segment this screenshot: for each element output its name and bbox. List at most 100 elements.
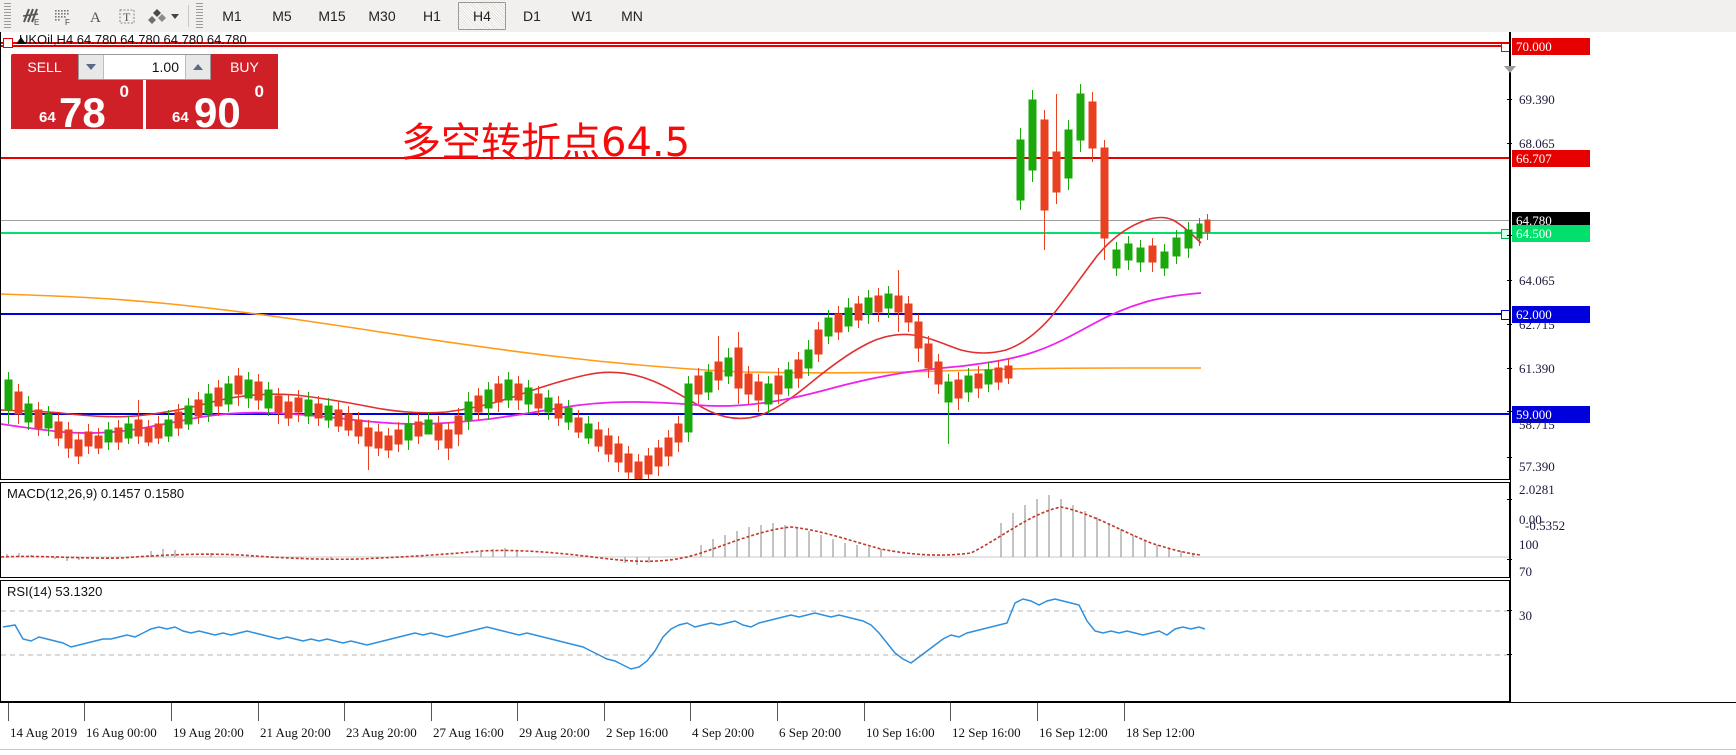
date-label-10: 10 Sep 16:00	[866, 725, 935, 740]
price-badge-70000[interactable]: 70.000	[1512, 38, 1590, 55]
price-label-64065: 64.065	[1519, 273, 1555, 288]
volume-increase-button[interactable]	[185, 55, 210, 79]
svg-text:A: A	[90, 10, 101, 26]
volume-input[interactable]: 1.00	[151, 59, 179, 75]
symbol-arrow-icon	[16, 37, 26, 44]
sell-button[interactable]: SELL	[11, 54, 78, 80]
level-line-62000[interactable]	[1, 310, 1509, 320]
date-label-4: 23 Aug 20:00	[346, 725, 417, 740]
one-click-trade-panel[interactable]: SELL 1.00 BUY 64 78 0 64 90 0	[11, 54, 278, 134]
timeframe-mn[interactable]: MN	[621, 8, 643, 24]
rsi-label: RSI(14) 53.1320	[7, 584, 103, 599]
buy-price-main: 90	[194, 89, 241, 136]
volume-stepper[interactable]: 1.00	[78, 54, 211, 80]
level-line-59000[interactable]	[1, 413, 1509, 415]
macd-histogram	[6, 495, 1194, 565]
text-icon[interactable]: A	[79, 2, 111, 30]
axis-tick	[1507, 559, 1512, 560]
axis-tick	[1507, 654, 1512, 655]
rsi-pane[interactable]: RSI(14) 53.1320	[0, 580, 1510, 702]
date-label-9: 6 Sep 20:00	[779, 725, 842, 740]
level-handle-62000[interactable]	[1501, 310, 1509, 320]
chevron-up-icon	[193, 64, 203, 70]
date-label-0: 14 Aug 2019	[10, 725, 78, 740]
sell-price-box[interactable]: 64 78 0	[11, 80, 143, 134]
level-handle-64500[interactable]	[1501, 229, 1509, 239]
timeframe-m5[interactable]: M5	[272, 8, 292, 24]
rsi-axis-label-100: 100	[1519, 537, 1539, 552]
date-label-11: 12 Sep 16:00	[952, 725, 1021, 740]
axis-bottom-divider	[0, 749, 1736, 750]
timeframe-m1[interactable]: M1	[222, 8, 242, 24]
level-line-66707[interactable]	[1, 157, 1509, 159]
axis-tick	[1507, 411, 1512, 412]
sell-price-prefix: 64	[39, 109, 56, 126]
date-tick	[8, 703, 9, 721]
price-axis[interactable]: 70.000 69.390 68.065 66.707 65.390 64.78…	[1507, 32, 1736, 754]
axis-tick	[1507, 235, 1512, 236]
sell-price-main: 78	[59, 89, 106, 136]
timeframe-d1[interactable]: D1	[523, 8, 541, 24]
level-line-64500[interactable]	[1, 229, 1509, 239]
price-label-61390: 61.390	[1519, 361, 1555, 376]
buy-price-box[interactable]: 64 90 0	[146, 80, 278, 134]
level-anchor-icon[interactable]	[3, 38, 13, 48]
date-label-2: 19 Aug 20:00	[173, 725, 244, 740]
objects-dropdown-caret-icon[interactable]	[171, 13, 179, 19]
timeframe-h1[interactable]: H1	[423, 8, 441, 24]
price-badge-66707[interactable]: 66.707	[1512, 150, 1590, 167]
indicators-icon[interactable]: E	[15, 2, 47, 30]
ma-magenta-line	[1, 292, 1202, 434]
timeframe-w1[interactable]: W1	[571, 8, 593, 24]
text-label-icon[interactable]: T	[111, 2, 143, 30]
timeframe-m15[interactable]: M15	[318, 8, 346, 24]
date-tick	[344, 703, 345, 721]
macd-pane[interactable]: MACD(12,26,9) 0.1457 0.1580	[0, 482, 1510, 578]
macd-series	[1, 495, 1509, 565]
chart-area[interactable]: UKOil,H4 64.780 64.780 64.780 64.780 SEL…	[0, 32, 1736, 755]
toolbar-gripper[interactable]	[4, 3, 11, 29]
trade-controls-row: SELL 1.00 BUY	[11, 54, 278, 80]
date-tick	[431, 703, 432, 721]
objects-icon[interactable]	[143, 2, 175, 30]
header-red-line	[1, 42, 1509, 44]
axis-tick	[1507, 324, 1512, 325]
timeframe-m30[interactable]: M30	[368, 8, 396, 24]
chart-annotation-text[interactable]: 多空转折点64.5	[401, 120, 691, 166]
date-tick	[84, 703, 85, 721]
candlestick-series	[1, 84, 1211, 479]
date-label-13: 18 Sep 12:00	[1126, 725, 1195, 740]
date-tick	[864, 703, 865, 721]
symbol-header: UKOil,H4 64.780 64.780 64.780 64.780	[1, 32, 1509, 49]
grid-icon[interactable]: F	[47, 2, 79, 30]
timeframe-h4[interactable]: H4	[458, 2, 506, 30]
price-badge-64500[interactable]: 64.500	[1512, 225, 1590, 242]
toolbar-divider	[188, 5, 189, 27]
axis-tick	[1507, 280, 1512, 281]
rsi-axis-label-70: 70	[1519, 564, 1532, 579]
date-axis[interactable]: 14 Aug 2019 16 Aug 00:00 19 Aug 20:00 21…	[0, 702, 1736, 755]
trade-price-row: 64 78 0 64 90 0	[11, 80, 278, 134]
price-chart-pane[interactable]: UKOil,H4 64.780 64.780 64.780 64.780 SEL…	[0, 32, 1510, 480]
rsi-axis-label-30: 30	[1519, 608, 1532, 623]
ma-red-line	[1, 216, 1202, 420]
date-label-5: 27 Aug 16:00	[433, 725, 504, 740]
axis-tick	[1507, 368, 1512, 369]
buy-button[interactable]: BUY	[211, 54, 278, 80]
price-label-68065: 68.065	[1519, 136, 1555, 151]
timeframe-gripper[interactable]	[196, 3, 203, 29]
price-label-58715: 58.715	[1519, 417, 1555, 432]
axis-tick	[1507, 499, 1512, 500]
date-label-6: 29 Aug 20:00	[519, 725, 590, 740]
svg-text:E: E	[34, 18, 39, 26]
volume-decrease-button[interactable]	[79, 55, 104, 79]
date-label-3: 21 Aug 20:00	[260, 725, 331, 740]
date-tick	[604, 703, 605, 721]
macd-label: MACD(12,26,9) 0.1457 0.1580	[7, 486, 185, 501]
macd-axis-label-min: -0.5352	[1525, 518, 1566, 533]
price-badge-59000[interactable]: 59.000	[1512, 406, 1590, 423]
price-badge-62000[interactable]: 62.000	[1512, 306, 1590, 323]
date-label-7: 2 Sep 16:00	[606, 725, 669, 740]
svg-text:F: F	[65, 18, 70, 26]
scroll-marker-icon	[1504, 66, 1516, 73]
